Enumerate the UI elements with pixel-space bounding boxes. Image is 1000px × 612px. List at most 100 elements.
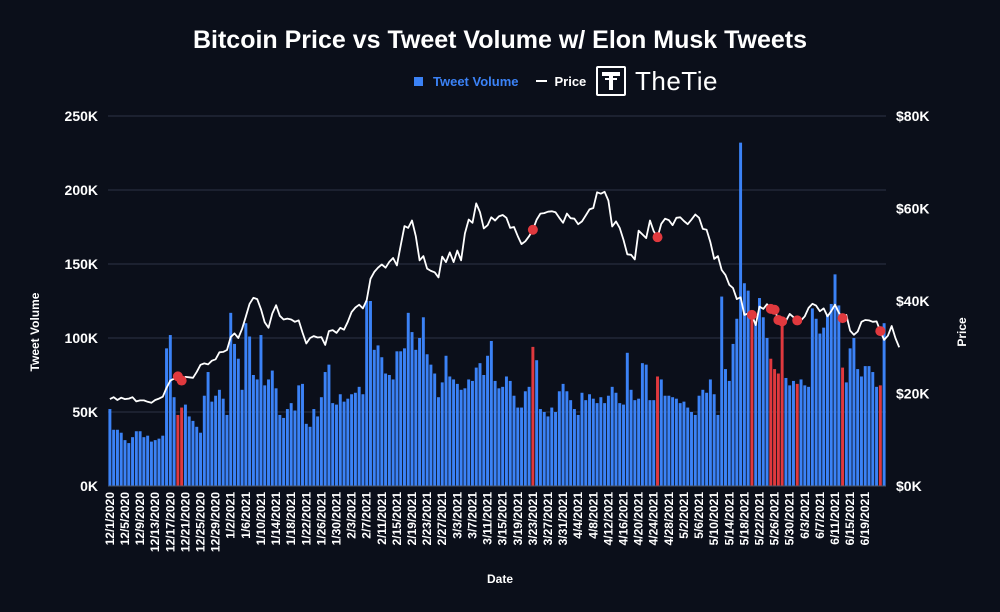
x-tick-label: 3/31/2021 [556,492,570,546]
tweet-volume-legend-swatch [414,76,423,86]
volume-bar [859,376,863,486]
x-tick-label-group: 1/2/2021 [224,492,238,539]
volume-bar [882,323,886,486]
x-tick-label: 12/17/2020 [163,492,177,552]
volume-bar [429,364,433,486]
volume-bar [346,398,350,486]
x-tick-label-group: 12/25/2020 [194,492,208,552]
musk-tweet-marker [746,309,757,320]
volume-bar [240,389,244,486]
volume-bar [674,398,678,486]
volume-bar [293,410,297,486]
x-tick-label-group: 2/3/2021 [345,492,359,539]
volume-bar [391,379,395,486]
x-tick-label-group: 3/7/2021 [465,492,479,539]
x-tick-label-group: 4/24/2021 [647,492,661,546]
x-tick-label-group: 12/1/2020 [103,492,117,546]
volume-bar [165,348,169,486]
x-tick-label-group: 6/15/2021 [843,492,857,546]
volume-bar [285,409,289,486]
volume-bar [312,409,316,486]
volume-bar [825,314,829,486]
volume-bar [829,303,833,486]
musk-tweet-bar [795,383,799,486]
price-legend-label[interactable]: Price [554,73,587,89]
volume-bar [557,391,561,486]
x-tick-label-group: 2/23/2021 [420,492,434,546]
volume-bar [705,392,709,486]
price-legend-swatch [536,80,548,82]
volume-bar [633,400,637,486]
volume-bar [739,142,743,486]
x-tick-label-group: 1/30/2021 [329,492,343,546]
y2-tick-label: $40K [896,293,929,309]
volume-bar [297,385,301,486]
volume-bar [421,317,425,486]
volume-bar [682,401,686,486]
volume-bar [221,398,225,486]
price-layer [109,190,901,404]
x-tick-label-group: 1/26/2021 [314,492,328,546]
volume-bar [844,382,848,486]
volume-bar [637,398,641,486]
volume-bar [625,352,629,486]
volume-bar [436,397,440,486]
volume-bar [108,409,112,486]
volume-bar [538,409,542,486]
x-tick-label-group: 12/9/2020 [133,492,147,546]
volume-bar [554,412,558,486]
musk-tweet-bar [773,369,777,486]
volume-bar [395,351,399,486]
volume-bar [788,385,792,486]
x-tick-label-group: 5/22/2021 [752,492,766,546]
volume-bar [433,373,437,486]
volume-bar [282,417,286,486]
x-tick-label-group: 2/7/2021 [360,492,374,539]
volume-bar [406,312,410,486]
x-tick-label-group: 2/15/2021 [390,492,404,546]
x-tick-label-group: 3/27/2021 [541,492,555,546]
volume-bar [663,395,667,486]
volume-bar [444,355,448,486]
volume-bar [255,379,259,486]
musk-tweet-bar [750,311,754,486]
volume-bar [742,283,746,486]
volume-bar [863,366,867,486]
x-tick-label-group: 2/27/2021 [435,492,449,546]
x-tick-label: 1/22/2021 [299,492,313,546]
volume-bar [452,379,456,486]
volume-bar [361,394,365,486]
volume-bar [323,372,327,486]
volume-bar [746,290,750,486]
volume-bar [716,414,720,486]
y2-tick-label: $20K [896,386,929,402]
volume-bar [187,416,191,486]
volume-bar [402,348,406,486]
y-tick-label: 0K [80,478,98,494]
volume-bar [731,343,735,486]
volume-bar [606,395,610,486]
musk-tweet-marker [792,315,803,326]
volume-bar [720,296,724,486]
volume-bar [822,327,826,486]
volume-bar [486,355,490,486]
y-tick-label: 200K [65,182,98,198]
x-tick-label-group: 1/10/2021 [254,492,268,546]
x-tick-label: 12/1/2020 [103,492,117,546]
volume-bar [520,407,524,486]
chart-title: Bitcoin Price vs Tweet Volume w/ Elon Mu… [192,26,808,54]
volume-bar [629,389,633,486]
volume-bar [308,426,312,486]
volume-bar [448,376,452,486]
volume-bar [146,435,150,486]
volume-bar [206,372,210,486]
volume-bar [259,335,263,486]
volume-bar [380,357,384,486]
x-tick-label-group: 12/5/2020 [118,492,132,546]
musk-tweet-marker [769,304,780,315]
tweet-volume-legend-label[interactable]: Tweet Volume [433,73,519,89]
volume-bar [678,403,682,486]
volume-bar [497,388,501,486]
y2-tick-label: $80K [896,108,929,124]
